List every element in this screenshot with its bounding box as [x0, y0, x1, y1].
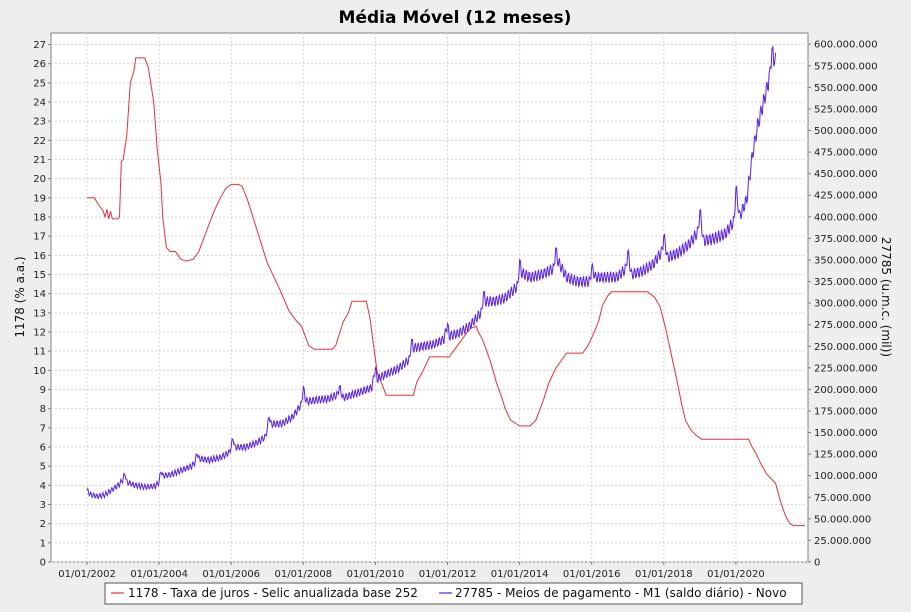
legend-box — [104, 582, 803, 605]
right-tick-label: 25.000.000 — [814, 536, 871, 547]
right-tick-label: 0 — [814, 558, 820, 569]
right-tick-label: 300.000.000 — [814, 299, 878, 310]
right-tick-label: 375.000.000 — [814, 234, 878, 245]
right-tick-label: 200.000.000 — [814, 385, 878, 396]
left-tick-label: 12 — [33, 328, 46, 339]
x-tick-label: 01/01/2004 — [130, 569, 188, 580]
right-tick-label: 400.000.000 — [814, 212, 878, 223]
right-tick-label: 425.000.000 — [814, 191, 878, 202]
right-tick-label: 550.000.000 — [814, 83, 878, 94]
x-tick-label: 01/01/2002 — [58, 569, 116, 580]
right-tick-label: 500.000.000 — [814, 126, 878, 137]
left-tick-label: 24 — [33, 98, 46, 109]
left-tick-label: 26 — [33, 59, 46, 70]
left-tick-label: 16 — [33, 251, 46, 262]
left-tick-label: 1 — [40, 538, 46, 549]
left-tick-label: 5 — [40, 462, 46, 473]
right-tick-label: 150.000.000 — [814, 428, 878, 439]
right-tick-label: 350.000.000 — [814, 255, 878, 266]
left-tick-label: 23 — [33, 117, 46, 128]
series-line-m1 — [86, 45, 777, 500]
left-tick-label: 8 — [40, 404, 46, 415]
left-tick-label: 15 — [33, 270, 46, 281]
right-tick-label: 475.000.000 — [814, 148, 878, 159]
left-tick-label: 13 — [33, 308, 46, 319]
left-tick-label: 17 — [33, 232, 46, 243]
left-tick-label: 25 — [33, 78, 46, 89]
right-tick-label: 525.000.000 — [814, 104, 878, 115]
plot-area — [50, 32, 809, 563]
x-tick-label: 01/01/2008 — [275, 569, 333, 580]
left-tick-label: 3 — [40, 500, 46, 511]
left-tick-label: 0 — [40, 558, 46, 569]
right-axis-ticks: 0 25.000.000 50.000.000 75.000.000 100.000.0… — [808, 40, 878, 569]
right-tick-label: 250.000.000 — [814, 342, 878, 353]
left-tick-label: 11 — [33, 347, 46, 358]
right-tick-label: 75.000.000 — [814, 493, 871, 504]
left-tick-label: 22 — [33, 136, 46, 147]
left-tick-label: 14 — [33, 289, 46, 300]
left-axis-label: 1178 (% a.a.) — [13, 256, 27, 337]
right-tick-label: 600.000.000 — [814, 40, 878, 51]
chart-title: Média Móvel (12 meses) — [339, 8, 572, 28]
right-axis-label: 27785 (u.m.c. (mil)) — [879, 237, 893, 357]
left-tick-label: 20 — [33, 174, 46, 185]
left-tick-label: 9 — [40, 385, 46, 396]
left-tick-label: 7 — [40, 423, 46, 434]
left-tick-label: 10 — [33, 366, 46, 377]
left-tick-label: 27 — [33, 40, 46, 51]
right-tick-label: 100.000.000 — [814, 471, 878, 482]
x-tick-label: 01/01/2020 — [707, 569, 765, 580]
x-axis-ticks: 01/01/2002 01/01/2004 01/01/2006 01/01/2008… — [58, 562, 765, 580]
x-tick-label: 01/01/2012 — [419, 569, 477, 580]
left-tick-label: 21 — [33, 155, 46, 166]
legend-entry-selic: 1178 - Taxa de juros - Selic anualizada … — [128, 586, 418, 600]
right-tick-label: 225.000.000 — [814, 363, 878, 374]
left-axis-ticks: 0123456789101112131415161718192021222324… — [33, 40, 51, 569]
right-tick-label: 50.000.000 — [814, 514, 871, 525]
right-tick-label: 325.000.000 — [814, 277, 878, 288]
left-tick-label: 6 — [40, 443, 46, 454]
series-line-selic — [87, 57, 806, 527]
series-layer — [86, 45, 806, 527]
left-tick-label: 4 — [40, 481, 46, 492]
x-tick-label: 01/01/2016 — [563, 569, 621, 580]
grid — [51, 33, 808, 563]
right-tick-label: 275.000.000 — [814, 320, 878, 331]
x-tick-label: 01/01/2014 — [491, 569, 549, 580]
right-tick-label: 450.000.000 — [814, 169, 878, 180]
right-tick-label: 575.000.000 — [814, 61, 878, 72]
x-tick-label: 01/01/2018 — [635, 569, 693, 580]
left-tick-label: 19 — [33, 193, 46, 204]
right-tick-label: 125.000.000 — [814, 450, 878, 461]
legend-entry-m1: 27785 - Meios de pagamento - M1 (saldo d… — [455, 586, 787, 600]
x-tick-label: 01/01/2010 — [347, 569, 405, 580]
left-tick-label: 2 — [40, 519, 46, 530]
left-tick-label: 18 — [33, 213, 46, 224]
right-tick-label: 175.000.000 — [814, 406, 878, 417]
legend: 1178 - Taxa de juros - Selic anualizada … — [104, 582, 803, 605]
x-tick-label: 01/01/2006 — [202, 569, 260, 580]
